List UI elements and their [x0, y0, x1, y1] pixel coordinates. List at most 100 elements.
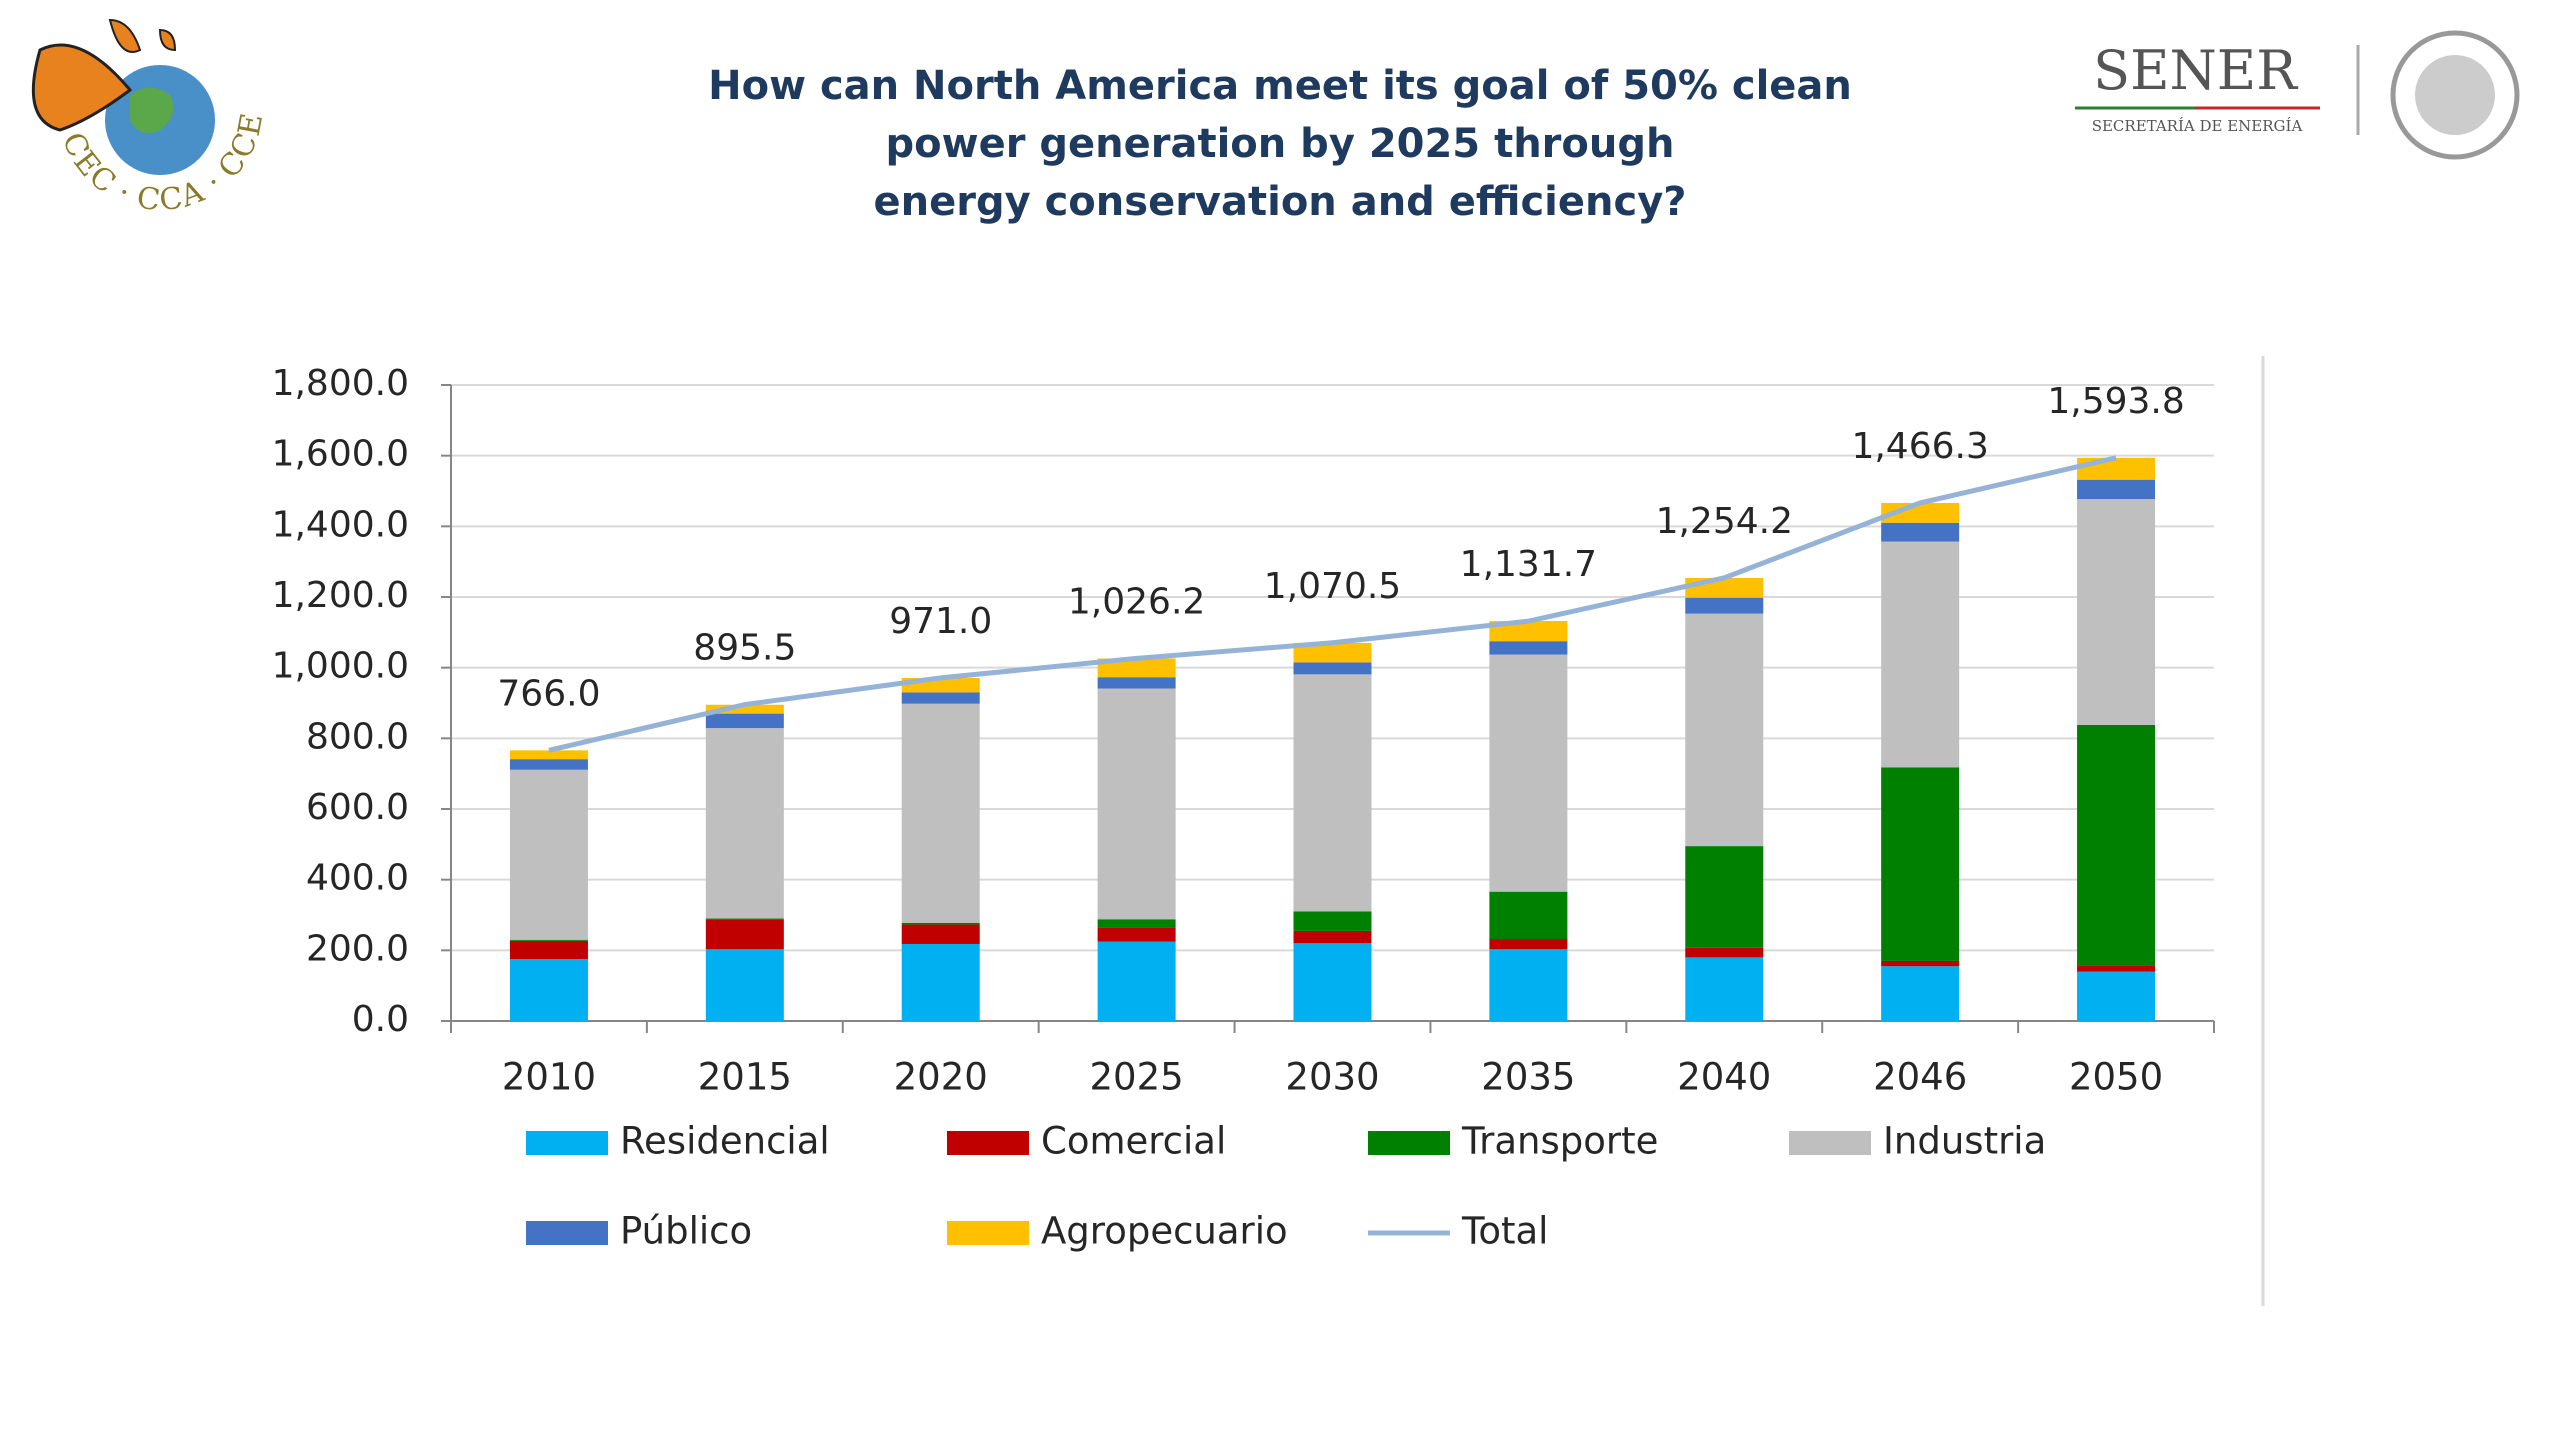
- data-label: 766.0: [497, 673, 600, 714]
- bar-segment: [1881, 960, 1960, 967]
- y-tick-label: 200.0: [306, 928, 409, 969]
- butterfly-wing: [31, 43, 133, 132]
- bar-segment: [2077, 499, 2156, 725]
- legend-swatch: [1368, 1131, 1450, 1155]
- bar-segment: [2077, 965, 2156, 972]
- y-tick-label: 1,000.0: [272, 646, 409, 687]
- bar-segment: [1881, 966, 1960, 1021]
- chart-title: energy conservation and efficiency?: [874, 179, 1687, 225]
- total-line: [548, 455, 2117, 753]
- chart-title: How can North America meet its goal of 5…: [708, 63, 1852, 109]
- y-tick-label: 0.0: [352, 999, 409, 1040]
- bar-segment: [705, 949, 784, 1021]
- bar-segment: [1489, 621, 1568, 642]
- bar-segment: [1097, 919, 1176, 928]
- small-butterflies: [108, 18, 177, 53]
- data-label: 1,593.8: [2047, 381, 2184, 422]
- bar-segment: [2077, 724, 2156, 966]
- bar-segment: [1097, 677, 1176, 689]
- chart: How can North America meet its goal of 5…: [272, 63, 2215, 1253]
- legend-swatch: [947, 1131, 1029, 1155]
- sener-logo: SENER SECRETARÍA DE ENERGÍA: [2075, 30, 2520, 160]
- bar-segment: [509, 769, 588, 940]
- y-tick-label: 1,400.0: [272, 504, 409, 545]
- sener-sub: SECRETARÍA DE ENERGÍA: [2092, 117, 2303, 135]
- x-tick-label: 2015: [698, 1056, 792, 1099]
- seal: [2390, 30, 2520, 160]
- cec-logo: CEC · CCA · CCE: [31, 18, 270, 218]
- legend-label: Público: [620, 1210, 752, 1253]
- legend-label: Agropecuario: [1041, 1210, 1288, 1253]
- x-tick-label: 2050: [2069, 1056, 2163, 1099]
- x-tick-label: 2030: [1285, 1056, 1379, 1099]
- data-label: 1,466.3: [1851, 426, 1988, 467]
- bar-segment: [2077, 457, 2156, 480]
- bar-segment: [2077, 971, 2156, 1021]
- y-tick-label: 400.0: [306, 858, 409, 899]
- y-tick-label: 800.0: [306, 716, 409, 757]
- x-tick-label: 2025: [1090, 1056, 1184, 1099]
- bar-segment: [1293, 930, 1372, 944]
- bar-segment: [705, 919, 784, 950]
- chart-title: power generation by 2025 through: [886, 121, 1675, 167]
- bar-segment: [509, 959, 588, 1021]
- legend-label: Comercial: [1041, 1120, 1226, 1163]
- data-label: 895.5: [693, 628, 796, 669]
- bar-segment: [901, 924, 980, 944]
- bar-segment: [1489, 891, 1568, 940]
- bar-segment: [1097, 688, 1176, 920]
- bar-segment: [2077, 479, 2156, 500]
- legend-label: Industria: [1883, 1120, 2046, 1163]
- legend-label: Transporte: [1461, 1120, 1658, 1163]
- bar-segment: [901, 922, 980, 925]
- bar-segment: [1685, 613, 1764, 847]
- legend-swatch: [526, 1221, 608, 1245]
- bar-segment: [705, 728, 784, 919]
- data-label: 1,254.2: [1656, 501, 1793, 542]
- bar-segment: [1293, 674, 1372, 912]
- bar-segment: [705, 918, 784, 920]
- bar-segment: [1097, 927, 1176, 942]
- bar-segment: [1293, 943, 1372, 1021]
- data-label: 1,070.5: [1264, 566, 1401, 607]
- bar-segment: [1489, 641, 1568, 655]
- x-tick-label: 2040: [1677, 1056, 1771, 1099]
- bar-segment: [1685, 577, 1764, 598]
- seal-center: [2415, 55, 2495, 135]
- legend-swatch: [526, 1131, 608, 1155]
- bar-segment: [509, 750, 588, 760]
- bar-segment: [901, 943, 980, 1021]
- y-tick-label: 600.0: [306, 787, 409, 828]
- x-tick-label: 2046: [1873, 1056, 1967, 1099]
- bar-segment: [901, 703, 980, 923]
- bar-segment: [1293, 911, 1372, 931]
- bar-segment: [1489, 949, 1568, 1021]
- bar-segment: [509, 940, 588, 960]
- data-label: 971.0: [889, 601, 992, 642]
- bar-segment: [1881, 767, 1960, 961]
- data-label: 1,026.2: [1068, 581, 1205, 622]
- y-tick-label: 1,600.0: [272, 434, 409, 475]
- bar-segment: [1293, 642, 1372, 663]
- bar-segment: [509, 939, 588, 941]
- sener-text: SENER: [2093, 39, 2298, 102]
- bar-segment: [1685, 597, 1764, 614]
- bar-segment: [1293, 662, 1372, 675]
- bar-segment: [705, 713, 784, 729]
- bar-segment: [1881, 522, 1960, 542]
- bar-segment: [1685, 846, 1764, 948]
- bar-segment: [1097, 658, 1176, 678]
- bar-segment: [1097, 941, 1176, 1021]
- data-label: 1,131.7: [1460, 544, 1597, 585]
- y-tick-label: 1,200.0: [272, 575, 409, 616]
- bar-segment: [901, 692, 980, 704]
- bar-segment: [1489, 939, 1568, 950]
- legend-label: Residencial: [620, 1120, 830, 1163]
- x-tick-label: 2035: [1481, 1056, 1575, 1099]
- legend-swatch: [947, 1221, 1029, 1245]
- bar-segment: [1685, 957, 1764, 1021]
- bar-segment: [1881, 541, 1960, 768]
- bar-segment: [1685, 947, 1764, 958]
- x-tick-label: 2020: [894, 1056, 988, 1099]
